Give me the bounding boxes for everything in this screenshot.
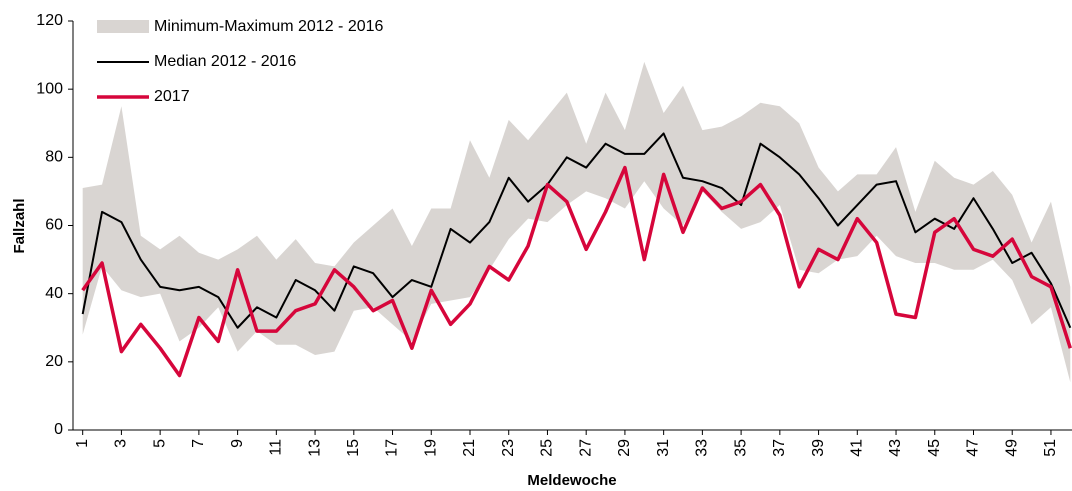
y-tick-label: 80	[45, 149, 63, 166]
x-tick-label: 37	[771, 439, 788, 457]
legend-label: Median 2012 - 2016	[154, 53, 296, 70]
y-axis-title: Fallzahl	[11, 198, 28, 253]
x-tick-label: 3	[113, 439, 130, 448]
x-tick-label: 35	[732, 439, 749, 457]
series-line	[81, 165, 1072, 378]
x-tick-label: 43	[887, 439, 904, 457]
x-tick-label: 23	[500, 439, 517, 457]
x-tick-label: 45	[926, 439, 943, 457]
y-tick-label: 120	[36, 12, 63, 29]
x-tick-label: 25	[539, 439, 556, 457]
legend-label: Minimum-Maximum 2012 - 2016	[154, 18, 384, 35]
x-tick-label: 13	[306, 439, 323, 457]
x-tick-label: 31	[655, 439, 672, 457]
x-tick-label: 1	[74, 439, 91, 448]
x-tick-label: 51	[1042, 439, 1059, 457]
x-tick-label: 5	[151, 439, 168, 448]
legend-label: 2017	[154, 88, 190, 105]
y-tick-label: 20	[45, 353, 63, 370]
x-tick-label: 19	[422, 439, 439, 457]
x-tick-label: 7	[190, 439, 207, 448]
x-tick-label: 39	[810, 439, 827, 457]
x-tick-label: 9	[229, 439, 246, 448]
x-tick-label: 17	[384, 439, 401, 457]
y-tick-label: 100	[36, 80, 63, 97]
min-max-band	[82, 61, 1071, 383]
x-tick-label: 33	[694, 439, 711, 457]
y-tick-label: 60	[45, 217, 63, 234]
x-tick-label: 49	[1003, 439, 1020, 457]
x-tick-label: 21	[461, 439, 478, 457]
x-tick-label: 47	[965, 439, 982, 457]
x-tick-label: 27	[577, 439, 594, 457]
x-tick-label: 15	[345, 439, 362, 457]
x-tick-label: 11	[268, 439, 285, 456]
x-tick-label: 29	[616, 439, 633, 457]
x-axis-title: Meldewoche	[527, 472, 616, 489]
legend-swatch	[97, 20, 149, 33]
series-line	[81, 132, 1072, 329]
y-tick-label: 0	[54, 421, 63, 438]
y-tick-label: 40	[45, 285, 63, 302]
x-tick-label: 41	[849, 439, 866, 457]
